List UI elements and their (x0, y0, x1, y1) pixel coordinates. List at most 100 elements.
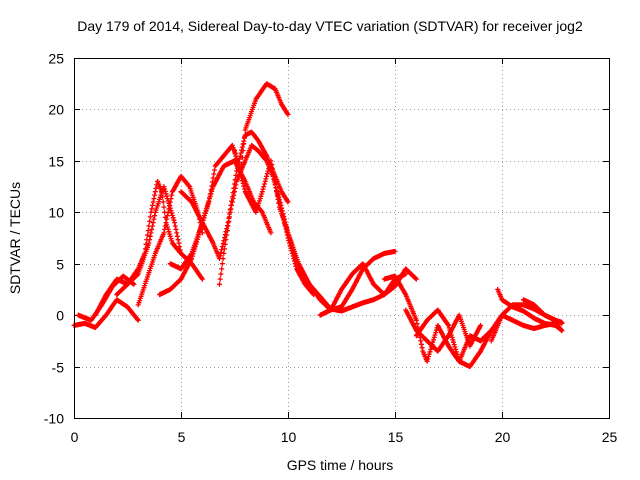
y-axis-label: SDTVAR / TECUs (7, 182, 23, 294)
data-point (230, 196, 236, 202)
data-point (433, 330, 439, 336)
data-point (276, 197, 282, 203)
data-point (152, 192, 158, 198)
data-point (456, 356, 461, 362)
data-point (447, 327, 453, 333)
data-point (285, 199, 291, 205)
x-tick-label: 15 (388, 429, 404, 445)
data-point (235, 161, 241, 167)
data-point (284, 224, 290, 230)
data-point (234, 159, 240, 164)
data-point (164, 193, 170, 199)
data-series-track-8 (178, 129, 291, 262)
data-point (232, 150, 238, 156)
data-point (219, 247, 225, 253)
y-tick-label: 5 (56, 257, 64, 273)
data-point (175, 237, 181, 243)
data-point (177, 250, 183, 256)
data-point (262, 178, 268, 184)
data-point (152, 189, 158, 195)
data-series-track-4 (114, 178, 184, 298)
data-point (202, 210, 208, 216)
data-point (269, 162, 275, 168)
data-point (145, 232, 150, 238)
data-point (217, 281, 222, 287)
data-point (147, 218, 153, 224)
data-point (148, 209, 154, 215)
plot-frame (74, 58, 610, 419)
data-point (199, 275, 205, 281)
data-point (264, 173, 270, 179)
y-tick-label: -10 (44, 411, 64, 427)
data-point (449, 334, 455, 340)
data-point (265, 168, 271, 174)
data-point (425, 356, 431, 362)
data-point (163, 191, 169, 197)
data-point (171, 217, 177, 223)
data-point (237, 153, 243, 159)
data-point (202, 212, 207, 218)
data-point (281, 216, 287, 222)
data-point (178, 250, 184, 256)
data-point (219, 266, 225, 272)
data-point (162, 223, 168, 229)
data-points (71, 81, 565, 370)
data-point (211, 171, 217, 177)
data-point (173, 226, 179, 232)
x-tick-label: 0 (71, 429, 79, 445)
data-point (239, 178, 245, 184)
data-point (262, 181, 267, 187)
data-point (237, 170, 243, 175)
data-point (205, 200, 211, 206)
data-point (263, 176, 269, 182)
data-point (161, 184, 167, 190)
x-tick-label: 20 (495, 429, 511, 445)
data-point (238, 150, 244, 156)
data-point (426, 354, 431, 360)
data-point (142, 250, 148, 256)
data-point (277, 200, 283, 206)
data-point (450, 337, 456, 343)
data-point (451, 342, 457, 348)
x-tick-label: 10 (281, 429, 297, 445)
data-point (427, 349, 433, 355)
data-point (424, 358, 430, 364)
x-tick-label: 5 (178, 429, 186, 445)
y-tick-label: 10 (48, 205, 64, 221)
data-point (239, 144, 245, 150)
data-point (270, 169, 276, 175)
data-point (219, 261, 225, 267)
data-point (151, 216, 157, 222)
data-point (446, 325, 452, 331)
y-tick-label: -5 (52, 360, 65, 376)
data-point (217, 276, 223, 282)
data-point (419, 345, 425, 351)
data-point (559, 319, 565, 325)
data-point (217, 253, 223, 259)
data-point (241, 183, 247, 189)
data-point (167, 202, 173, 208)
data-point (264, 171, 270, 177)
data-point (453, 349, 459, 355)
data-point (281, 213, 287, 219)
data-point (433, 327, 439, 333)
data-point (446, 322, 451, 328)
data-point (233, 182, 239, 188)
data-point (269, 166, 275, 172)
data-point (242, 186, 247, 192)
data-point (285, 112, 291, 118)
data-point (448, 330, 454, 336)
chart-title: Day 179 of 2014, Sidereal Day-to-day VTE… (77, 18, 583, 34)
data-point (418, 338, 424, 344)
data-point (239, 175, 245, 181)
data-point (236, 164, 242, 170)
data-point (165, 209, 171, 215)
data-point (161, 230, 167, 236)
data-point (392, 248, 398, 254)
data-point (223, 237, 229, 243)
data-series-track-12 (317, 261, 419, 318)
data-point (283, 222, 289, 228)
data-point (160, 194, 165, 200)
data-point (282, 219, 288, 225)
data-point (172, 223, 178, 229)
